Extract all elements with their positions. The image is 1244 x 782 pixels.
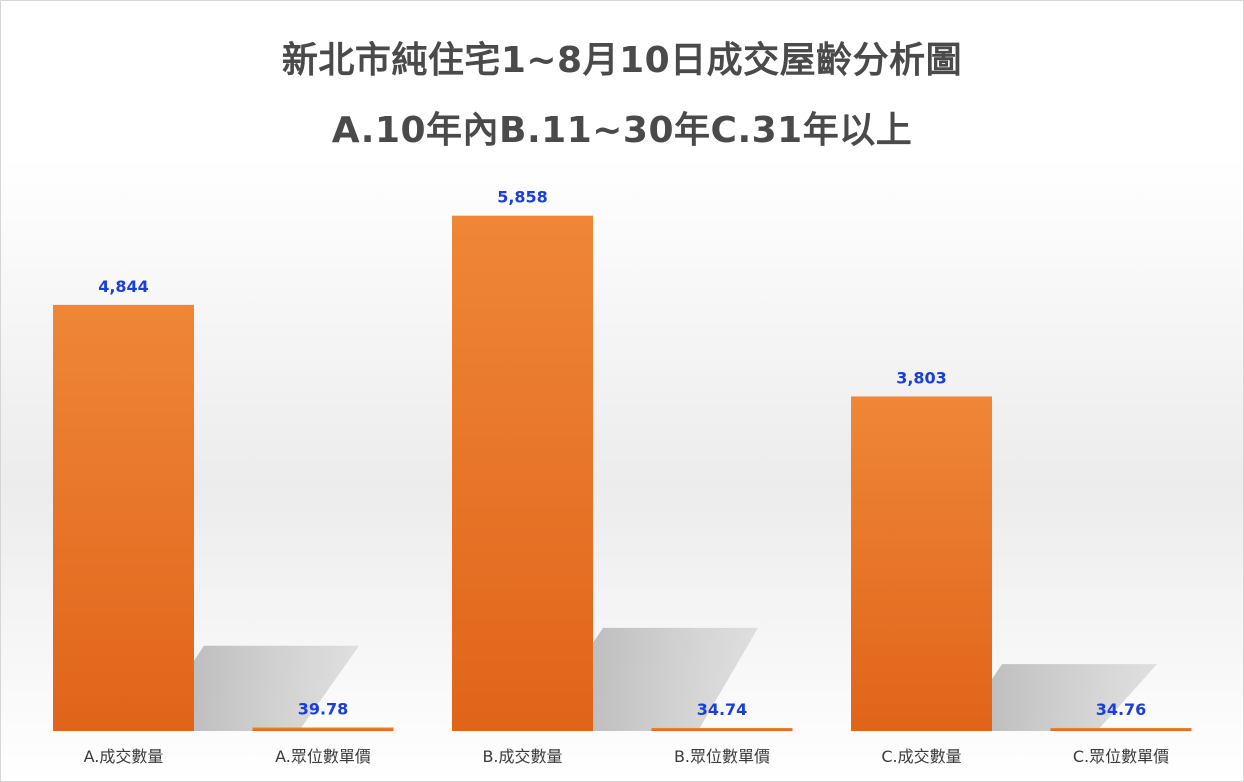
category-label-0: A.成交數量 (84, 747, 164, 766)
data-label-4: 3,803 (896, 368, 947, 387)
category-label-4: C.成交數量 (881, 747, 961, 766)
chart-title: 新北市純住宅1~8月10日成交屋齡分析圖 (281, 40, 963, 81)
bar-5 (1050, 727, 1192, 731)
data-label-3: 34.74 (697, 700, 748, 719)
data-label-5: 34.76 (1096, 700, 1147, 719)
data-label-1: 39.78 (298, 700, 349, 719)
bar-shadow-2 (593, 627, 758, 731)
bar-4 (851, 396, 992, 731)
category-label-5: C.眾位數單價 (1073, 747, 1169, 766)
bar-0 (53, 304, 194, 731)
bar-2 (452, 215, 593, 731)
bar-1 (252, 727, 394, 731)
bar-shadow-4 (992, 664, 1157, 731)
data-label-2: 5,858 (497, 188, 548, 207)
bar-shadow-0 (194, 645, 359, 731)
category-label-3: B.眾位數單價 (674, 747, 770, 766)
category-label-1: A.眾位數單價 (275, 747, 371, 766)
bar-3 (651, 727, 793, 731)
chart-subtitle: A.10年內B.11~30年C.31年以上 (331, 110, 913, 151)
data-label-0: 4,844 (98, 277, 149, 296)
category-label-2: B.成交數量 (482, 747, 562, 766)
